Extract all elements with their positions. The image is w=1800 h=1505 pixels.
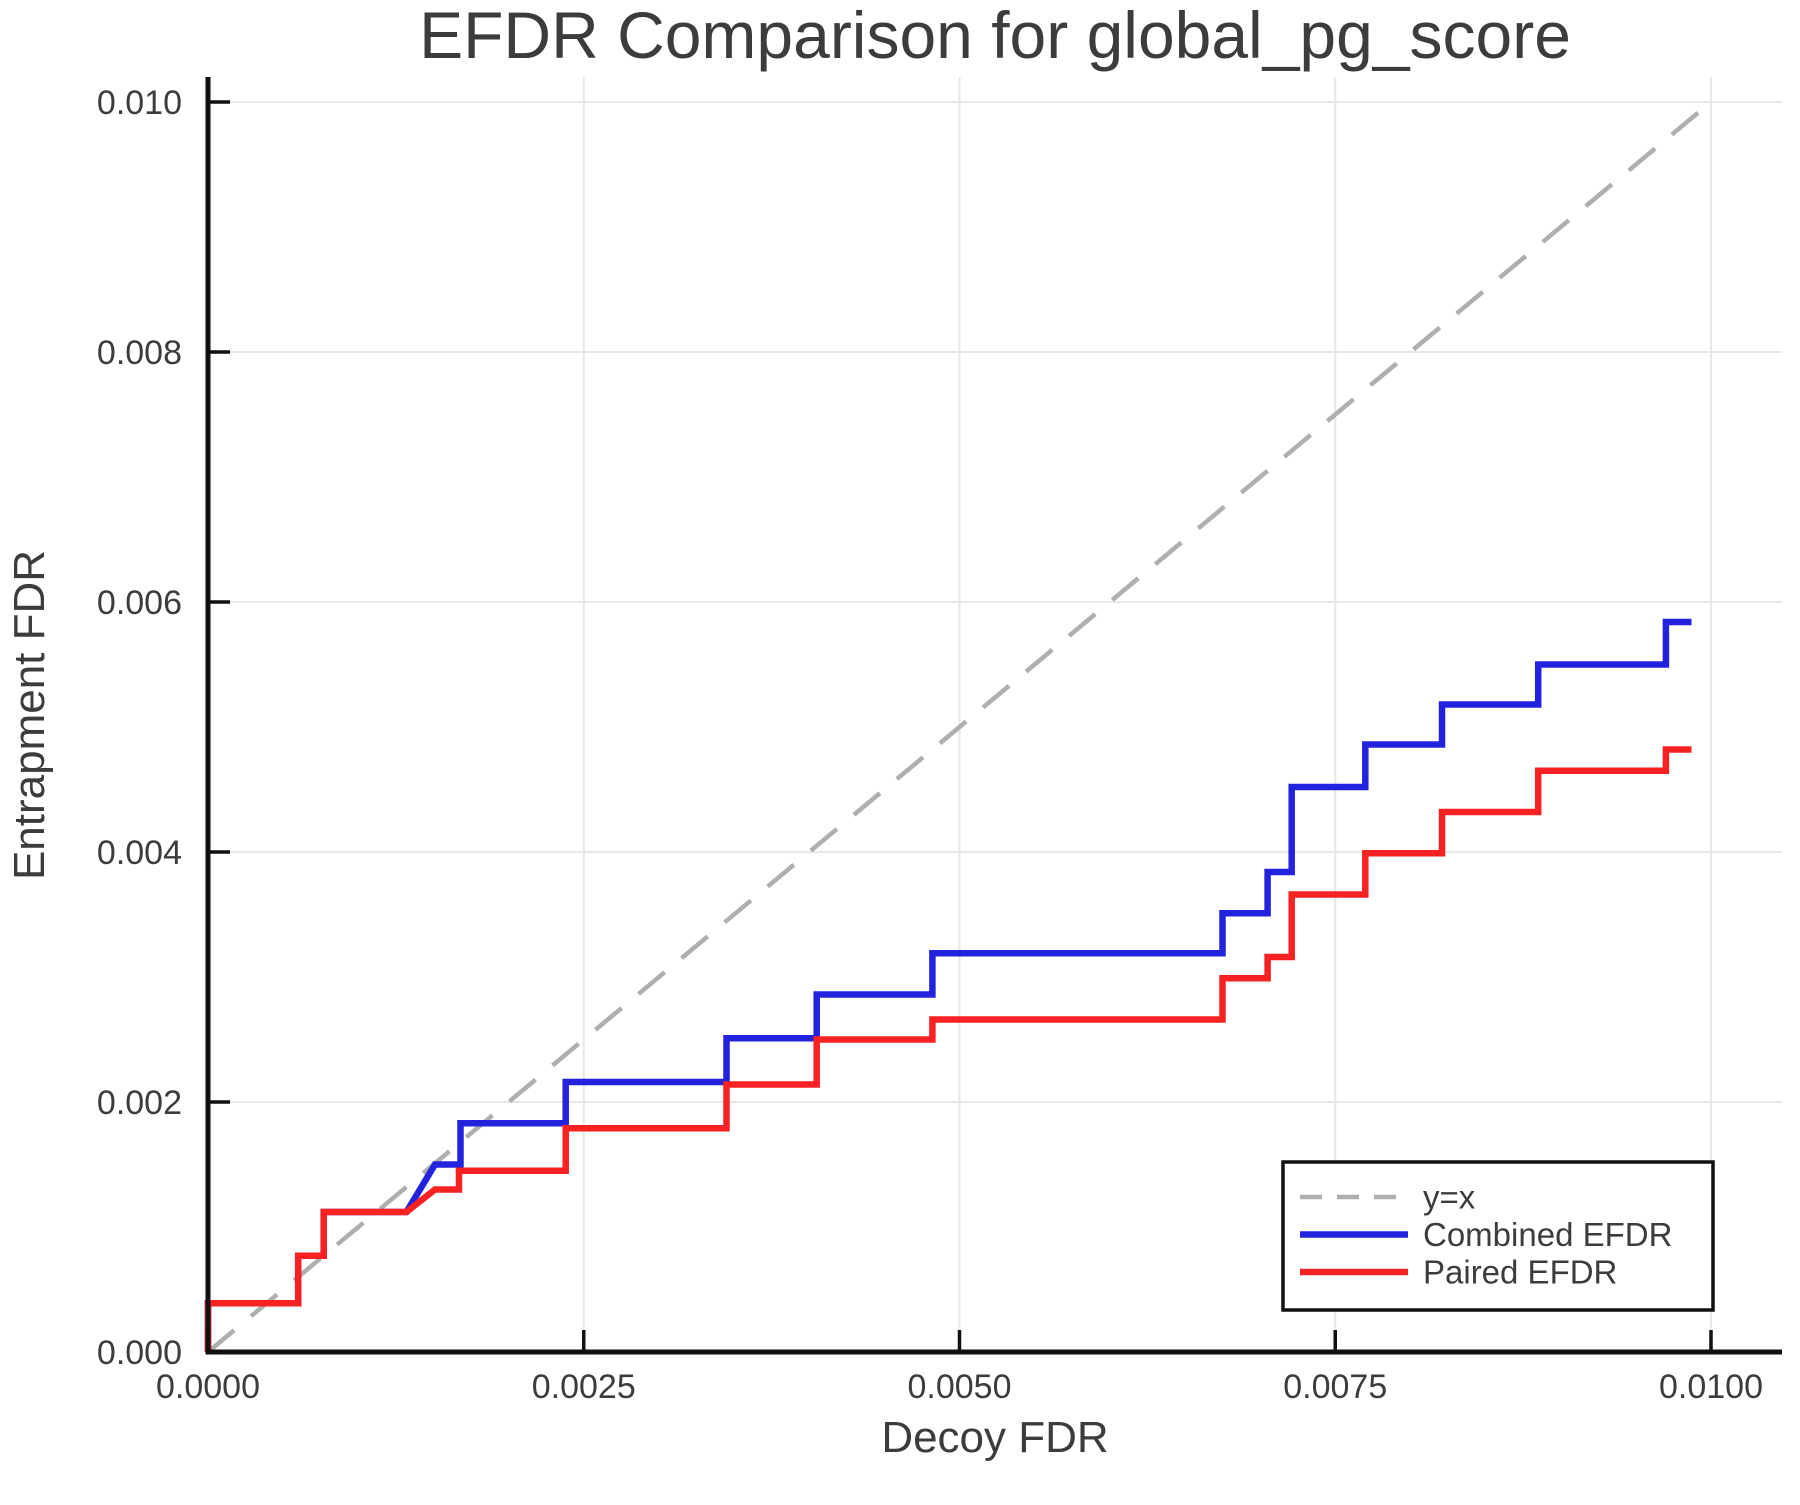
legend-label-paired-efdr: Paired EFDR <box>1423 1254 1617 1291</box>
grid-layer <box>208 77 1782 1352</box>
series-layer <box>204 100 1713 1354</box>
x-tick-label: 0.0000 <box>156 1368 260 1406</box>
series-paired-efdr <box>204 746 1692 1352</box>
chart-title: EFDR Comparison for global_pg_score <box>419 0 1571 72</box>
x-tick-label: 0.0075 <box>1283 1368 1387 1406</box>
y-tick-label: 0.002 <box>97 1084 182 1122</box>
y-tick-label: 0.006 <box>97 584 182 622</box>
series-y-x <box>206 100 1713 1354</box>
tick-layer: 0.0000 0.0025 0.0050 0.0075 0.0100 0.000 0.002… <box>97 84 1763 1406</box>
x-tick-label: 0.0100 <box>1659 1368 1763 1406</box>
x-tick-label: 0.0050 <box>908 1368 1012 1406</box>
x-tick-label: 0.0025 <box>532 1368 636 1406</box>
legend: y=x Combined EFDR Paired EFDR <box>1281 1160 1715 1312</box>
legend-label-combined-efdr: Combined EFDR <box>1423 1216 1672 1253</box>
y-tick-label: 0.000 <box>97 1334 182 1372</box>
x-axis-label: Decoy FDR <box>881 1413 1108 1462</box>
legend-label-yx: y=x <box>1423 1179 1476 1216</box>
y-axis-label: Entrapment FDR <box>5 550 54 880</box>
y-tick-label: 0.010 <box>97 84 182 122</box>
y-tick-label: 0.008 <box>97 334 182 372</box>
y-tick-label: 0.004 <box>97 834 182 872</box>
